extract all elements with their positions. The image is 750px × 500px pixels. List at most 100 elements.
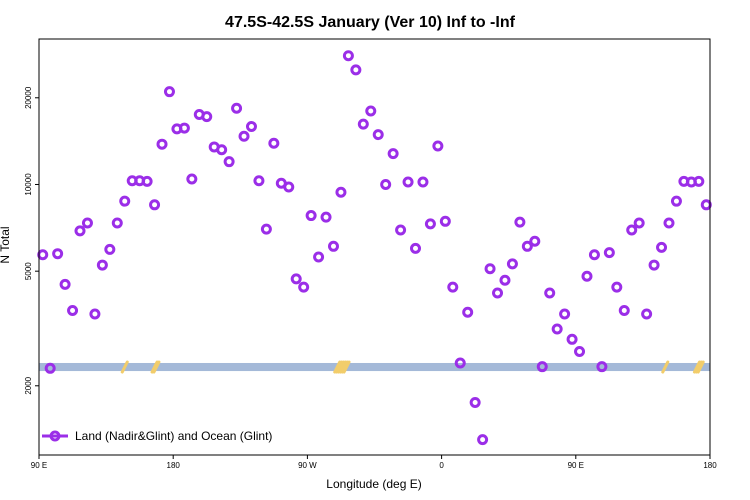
data-point	[81, 217, 93, 229]
chart-title: 47.5S-42.5S January (Ver 10) Inf to -Inf	[225, 14, 516, 31]
data-point	[521, 240, 533, 252]
data-points	[37, 50, 712, 446]
data-point	[59, 278, 71, 290]
highlight-mark	[694, 360, 703, 374]
data-point	[462, 306, 474, 318]
x-tick-label: 90 E	[568, 461, 584, 470]
data-point	[163, 86, 175, 98]
x-tick-label: 180	[167, 461, 181, 470]
data-point	[111, 217, 123, 229]
data-point	[559, 308, 571, 320]
data-point	[670, 195, 682, 207]
data-point	[402, 176, 414, 188]
data-point	[574, 346, 586, 358]
highlight-mark	[338, 360, 347, 374]
highlight-mark	[696, 360, 705, 374]
data-point	[454, 357, 466, 369]
data-point	[74, 225, 86, 237]
data-point	[268, 137, 280, 149]
data-point	[96, 259, 108, 271]
highlight-mark	[335, 360, 344, 374]
data-point	[641, 308, 653, 320]
data-point	[313, 251, 325, 263]
data-point	[298, 281, 310, 293]
data-point	[424, 218, 436, 230]
data-point	[514, 216, 526, 228]
data-point	[581, 270, 593, 282]
data-point	[395, 224, 407, 236]
data-point	[663, 217, 675, 229]
legend-marker	[49, 430, 61, 442]
highlight-mark	[152, 360, 161, 374]
data-point	[693, 175, 705, 187]
data-point	[44, 362, 56, 374]
data-point	[305, 210, 317, 222]
data-point	[156, 138, 168, 150]
highlight-marks	[120, 360, 705, 374]
data-point	[633, 217, 645, 229]
data-point	[149, 199, 161, 211]
data-point	[380, 178, 392, 190]
data-point	[335, 186, 347, 198]
data-point	[596, 361, 608, 373]
data-point	[618, 305, 630, 317]
data-point	[551, 323, 563, 335]
highlight-mark	[333, 360, 342, 374]
data-point	[588, 249, 600, 261]
data-point	[37, 249, 49, 261]
data-point	[350, 64, 362, 76]
data-point	[648, 259, 660, 271]
data-point	[216, 144, 228, 156]
data-point	[119, 195, 131, 207]
data-point	[365, 105, 377, 117]
data-point	[529, 235, 541, 247]
data-point	[499, 274, 511, 286]
data-point	[52, 248, 64, 260]
data-point	[372, 129, 384, 141]
band-rect	[39, 362, 710, 372]
x-tick-label: 90 W	[298, 461, 317, 470]
y-axis: 2000 5000 10000 20000	[24, 86, 39, 395]
highlight-mark	[340, 360, 349, 374]
y-tick-label: 2000	[24, 376, 33, 394]
highlight-mark	[120, 360, 129, 374]
data-point	[238, 130, 250, 142]
data-point	[447, 281, 459, 293]
data-point	[410, 242, 422, 254]
data-point	[223, 156, 235, 168]
y-tick-label: 20000	[24, 86, 33, 109]
data-point	[469, 396, 481, 408]
data-point	[141, 175, 153, 187]
data-point	[357, 118, 369, 130]
x-tick-label: 0	[439, 461, 444, 470]
data-point	[89, 308, 101, 320]
data-point	[290, 273, 302, 285]
data-point	[477, 434, 489, 446]
reference-band	[39, 362, 710, 372]
data-point	[320, 211, 332, 223]
data-point	[492, 287, 504, 299]
highlight-mark	[336, 360, 345, 374]
y-tick-label: 10000	[24, 173, 33, 196]
x-axis: 90 E 180 90 W 0 90 E 180	[31, 455, 717, 470]
x-tick-label: 180	[703, 461, 717, 470]
data-point	[603, 247, 615, 259]
data-point	[327, 240, 339, 252]
data-point	[417, 176, 429, 188]
y-axis-title: N Total	[0, 226, 12, 263]
data-point	[260, 223, 272, 235]
data-point	[283, 181, 295, 193]
data-point	[536, 361, 548, 373]
data-point	[626, 224, 638, 236]
highlight-mark	[150, 360, 159, 374]
data-point	[544, 287, 556, 299]
data-point	[104, 243, 116, 255]
data-point	[432, 140, 444, 152]
legend-label: Land (Nadir&Glint) and Ocean (Glint)	[75, 429, 272, 443]
data-point	[484, 263, 496, 275]
data-point	[611, 281, 623, 293]
data-point	[178, 122, 190, 134]
data-point	[439, 215, 451, 227]
data-point	[186, 173, 198, 185]
